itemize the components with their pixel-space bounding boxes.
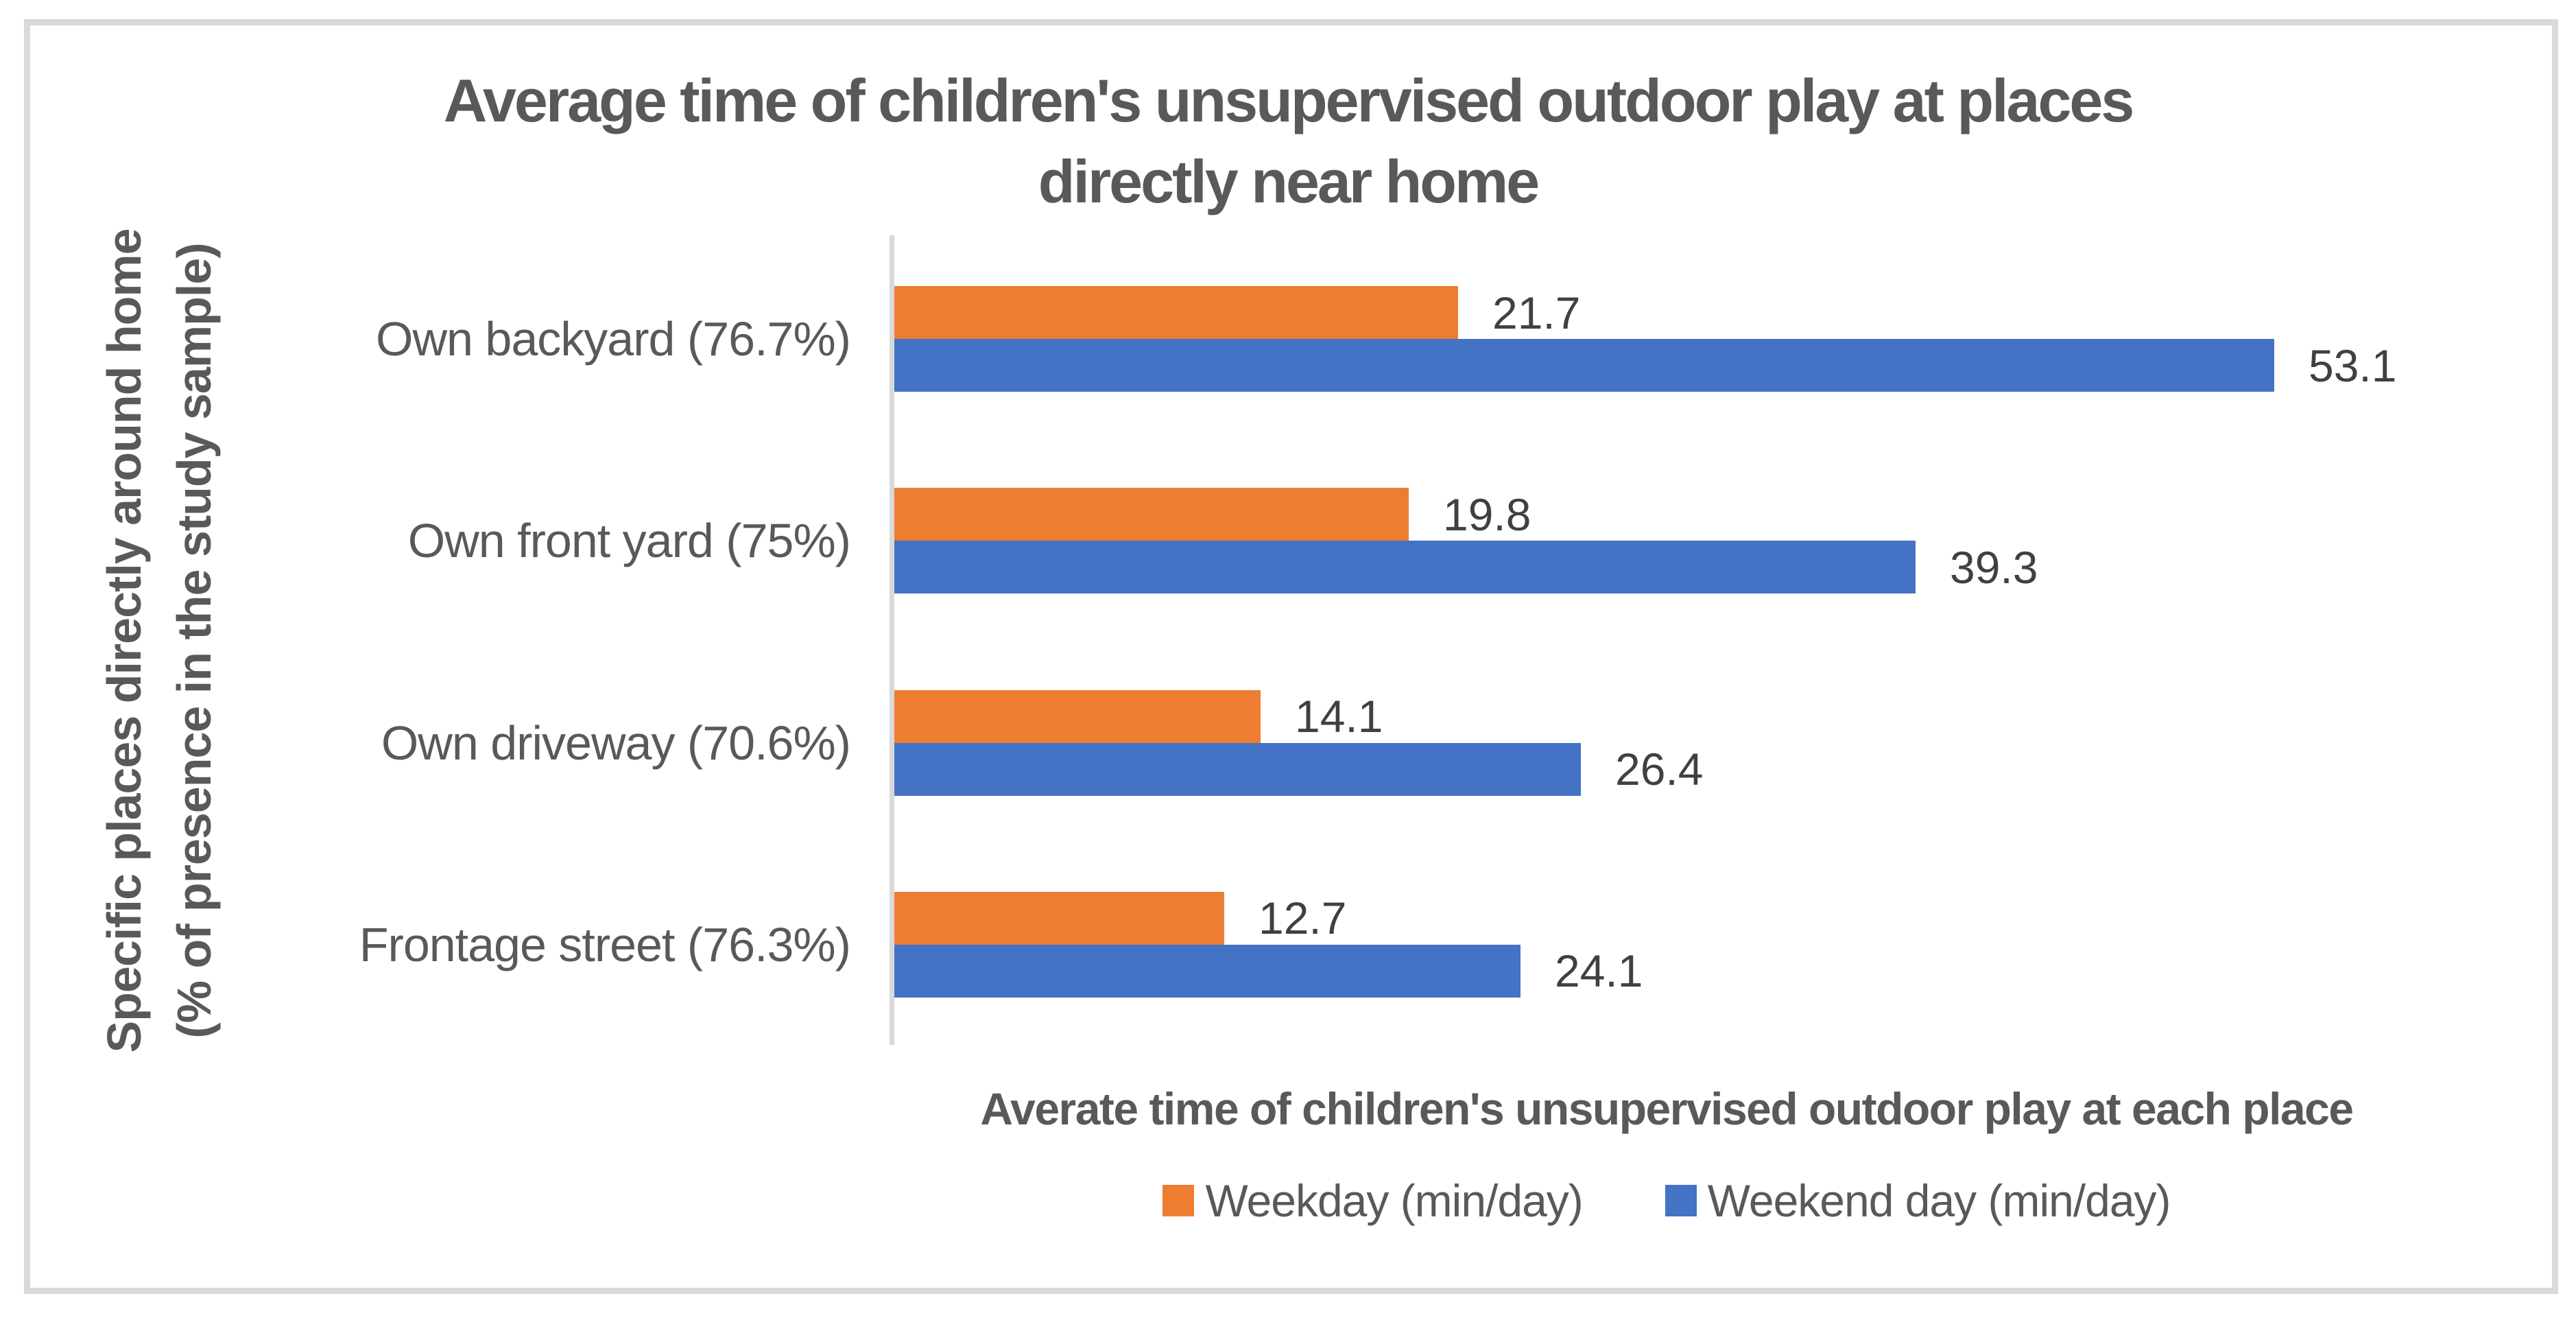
weekend-bar: [894, 742, 1581, 796]
data-label: 21.7: [1492, 287, 1581, 338]
category-label: Own driveway (70.6%): [381, 716, 851, 770]
y-axis-title-line-1: Specific places directly around home: [97, 228, 151, 1053]
weekday-bar: [894, 488, 1409, 541]
weekend-bar: [894, 944, 1520, 998]
legend-item: Weekday (min/day): [1162, 1175, 1584, 1227]
weekend-bar: [894, 541, 1916, 594]
chart-title-line-2: directly near home: [1038, 148, 1540, 215]
data-label: 14.1: [1295, 691, 1383, 742]
data-label: 39.3: [1950, 541, 2038, 593]
chart-title-line-1: Average time of children's unsupervised …: [443, 67, 2135, 134]
y-axis-title-line-2: (% of presence in the study sample): [167, 243, 221, 1039]
category-label: Own front yard (75%): [407, 514, 851, 568]
category-label: Frontage street (76.3%): [359, 917, 851, 971]
x-axis-title: Averate time of children's unsupervised …: [980, 1083, 2354, 1134]
data-label: 26.4: [1615, 744, 1704, 795]
weekend-legend-swatch-icon: [1665, 1185, 1697, 1216]
y-axis-line: [890, 235, 894, 1045]
weekday-bar: [894, 690, 1261, 743]
weekend-bar: [894, 339, 2274, 392]
legend-label: Weekday (min/day): [1205, 1175, 1583, 1226]
category-label: Own backyard (76.7%): [376, 312, 851, 366]
chart-border: [24, 19, 2558, 1294]
legend-item: Weekend day (min/day): [1665, 1175, 2171, 1227]
data-label: 24.1: [1555, 945, 1643, 997]
y-axis-title: Specific places directly around home (% …: [89, 228, 229, 1052]
chart-title: Average time of children's unsupervised …: [0, 60, 2576, 222]
weekday-bar: [894, 891, 1224, 945]
data-label: 12.7: [1259, 893, 1347, 944]
data-label: 19.8: [1443, 488, 1531, 540]
legend-label: Weekend day (min/day): [1707, 1175, 2171, 1226]
weekday-legend-swatch-icon: [1162, 1185, 1195, 1216]
legend: Weekday (min/day) Weekend day (min/day): [892, 1170, 2442, 1231]
data-label: 53.1: [2309, 340, 2397, 391]
weekday-bar: [894, 286, 1458, 339]
